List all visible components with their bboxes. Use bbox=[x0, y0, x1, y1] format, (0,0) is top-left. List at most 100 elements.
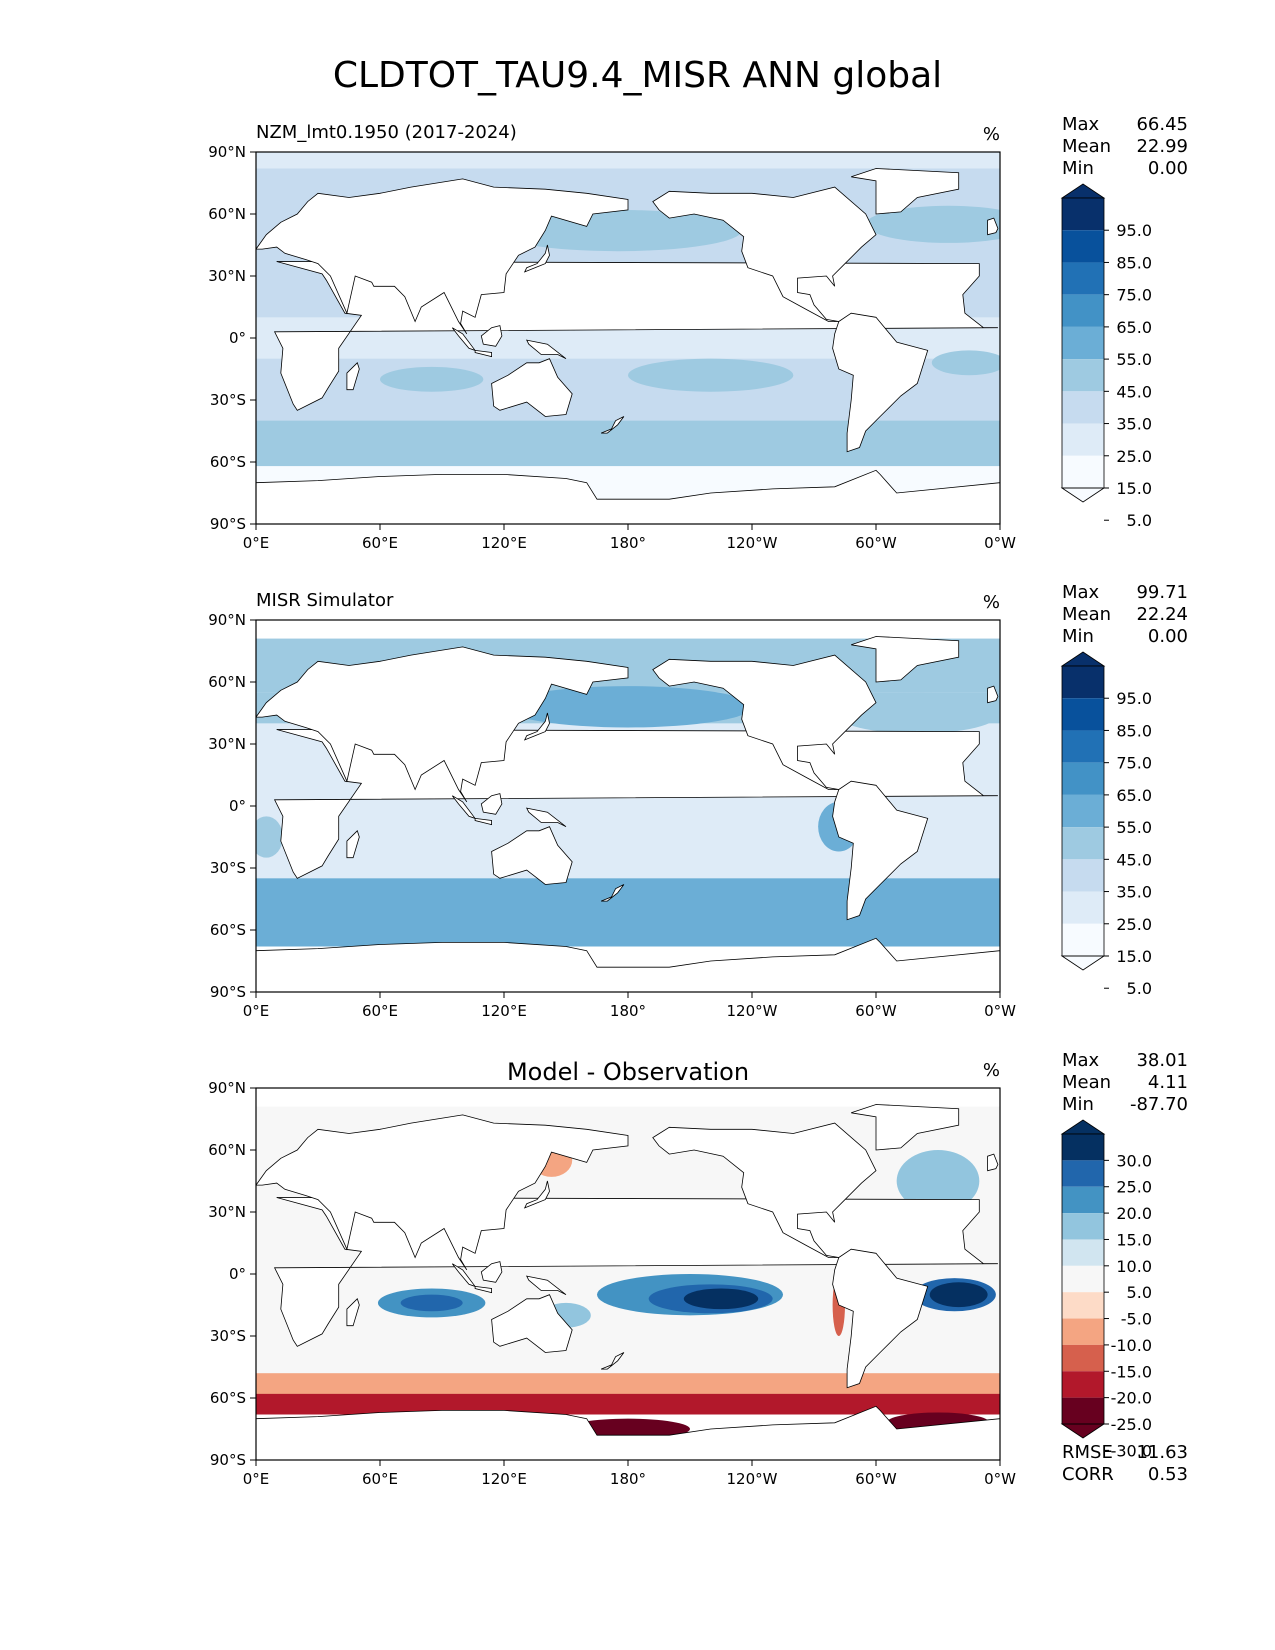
land-madagascar bbox=[346, 1298, 360, 1327]
y-tick-label: 60°S bbox=[210, 921, 246, 939]
field-cell-namibia-stratocu bbox=[256, 816, 283, 858]
colorbar-segment bbox=[1062, 827, 1104, 860]
colorbar-tick-label: -20.0 bbox=[1111, 1389, 1152, 1408]
land-namerica bbox=[652, 654, 877, 790]
y-axis: 90°N 60°N 30°N 0° 30°S 60°S 90°S bbox=[208, 1079, 256, 1469]
field-cell-natl-pos3 bbox=[896, 1150, 980, 1212]
metric-rmse: 11.63 bbox=[1136, 1442, 1188, 1463]
colorbar-tick-label: 75.0 bbox=[1116, 286, 1152, 305]
colorbar-tick-label: -25.0 bbox=[1111, 1415, 1152, 1434]
colorbar-tick-label: 5.0 bbox=[1127, 979, 1152, 998]
colorbar-tick-label: 95.0 bbox=[1116, 689, 1152, 708]
stats-box: Max 38.01 Mean 4.11 Min -87.70 bbox=[1062, 1050, 1188, 1116]
land-newzealand bbox=[600, 1352, 625, 1370]
x-tick-label: 60°W bbox=[855, 534, 897, 552]
land-antarctica bbox=[256, 1405, 1000, 1460]
land-namerica bbox=[652, 186, 877, 322]
colorbar-tick-label: 55.0 bbox=[1116, 350, 1152, 369]
colorbar-tick-label: 65.0 bbox=[1116, 318, 1152, 337]
x-tick-label: 120°W bbox=[727, 1002, 778, 1020]
land-namerica bbox=[652, 1122, 877, 1258]
land-antarctica bbox=[256, 937, 1000, 992]
stat-label-mean: Mean bbox=[1062, 136, 1112, 157]
x-tick-label: 120°W bbox=[727, 534, 778, 552]
colorbar-tick-label: 25.0 bbox=[1116, 1178, 1152, 1197]
panel-model: NZM_lmt0.1950 (2017-2024) % Max 66.45 Mea… bbox=[0, 112, 1275, 572]
stat-max: 99.71 bbox=[1136, 582, 1188, 603]
field-cell-sepacific bbox=[628, 358, 794, 392]
land-australia bbox=[491, 1294, 573, 1353]
field-no-data-north bbox=[256, 620, 1000, 639]
land-newguinea bbox=[525, 339, 567, 360]
stat-min: -87.70 bbox=[1129, 1094, 1188, 1115]
colorbar-tick-label: 85.0 bbox=[1116, 253, 1152, 272]
land-greenland bbox=[851, 636, 960, 683]
stat-mean: 4.11 bbox=[1147, 1072, 1188, 1093]
y-tick-label: 90°S bbox=[210, 515, 246, 533]
colorbar-segment bbox=[1062, 326, 1104, 360]
colorbar-segment bbox=[1062, 1292, 1104, 1319]
x-axis: 0°E 60°E 120°E 180° 120°W 60°W 0°W bbox=[243, 992, 1016, 1020]
x-axis: 0°E 60°E 120°E 180° 120°W 60°W 0°W bbox=[243, 1460, 1016, 1488]
y-tick-label: 30°N bbox=[208, 735, 246, 753]
land-sumatra bbox=[451, 327, 477, 352]
field-band-south-neg2 bbox=[256, 1393, 1000, 1415]
colorbar-segment bbox=[1062, 359, 1104, 392]
colorbar-segment bbox=[1062, 294, 1104, 327]
colorbar-segment bbox=[1062, 391, 1104, 424]
y-tick-label: 90°N bbox=[208, 143, 246, 161]
colorbar-tick-label: -15.0 bbox=[1111, 1362, 1152, 1381]
metric-label-rmse: RMSE bbox=[1062, 1442, 1113, 1463]
land-australia bbox=[491, 358, 573, 417]
x-tick-label: 0°W bbox=[984, 1470, 1016, 1488]
field-cell-sepac-pos3 bbox=[683, 1288, 759, 1310]
y-tick-label: 90°N bbox=[208, 611, 246, 629]
colorbar-tick-label: 20.0 bbox=[1116, 1204, 1152, 1223]
colorbar-segment bbox=[1062, 666, 1104, 699]
colorbar-tick-label: 35.0 bbox=[1116, 415, 1152, 434]
land-sumatra bbox=[451, 1263, 477, 1288]
colorbar: 30.0 25.0 20.0 15.0 10.0 5.0 -5.0 -10.0 -15.0 -20… bbox=[1060, 1119, 1152, 1460]
colorbar-bottom-cap bbox=[1060, 955, 1106, 971]
land-newzealand bbox=[600, 884, 625, 902]
figure-title: CLDTOT_TAU9.4_MISR ANN global bbox=[332, 55, 943, 96]
stat-label-mean: Mean bbox=[1062, 604, 1112, 625]
colorbar-tick-label: 5.0 bbox=[1127, 1283, 1152, 1302]
land-japan bbox=[523, 244, 550, 273]
land-antarctica bbox=[256, 469, 1000, 524]
x-tick-label: 0°E bbox=[243, 1470, 270, 1488]
colorbar-tick-label: 75.0 bbox=[1116, 754, 1152, 773]
colorbar-segment bbox=[1062, 1160, 1104, 1187]
field-band-southern-ocean bbox=[256, 878, 1000, 947]
units-label: % bbox=[982, 592, 1000, 613]
colorbar-tick-label: 45.0 bbox=[1116, 850, 1152, 869]
field-band-arctic bbox=[256, 152, 1000, 169]
field-cell-ross-neg bbox=[566, 1418, 690, 1440]
colorbar-tick-label: 15.0 bbox=[1116, 479, 1152, 498]
colorbar-tick-label: -30.0 bbox=[1111, 1441, 1152, 1460]
y-axis: 90°N 60°N 30°N 0° 30°S 60°S 90°S bbox=[208, 143, 256, 533]
x-tick-label: 0°E bbox=[243, 1002, 270, 1020]
x-tick-label: 180° bbox=[610, 534, 646, 552]
stat-min: 0.00 bbox=[1147, 626, 1188, 647]
stat-min: 0.00 bbox=[1147, 158, 1188, 179]
colorbar-tick-label: 55.0 bbox=[1116, 818, 1152, 837]
field-cell-npacific bbox=[504, 686, 752, 728]
land-borneo bbox=[480, 325, 503, 347]
stat-mean: 22.24 bbox=[1136, 604, 1188, 625]
colorbar-tick-label: 85.0 bbox=[1116, 721, 1152, 740]
field-cell-npacific bbox=[493, 209, 742, 252]
y-tick-label: 0° bbox=[229, 797, 246, 815]
land-eurasia bbox=[256, 646, 629, 803]
field-no-data-north bbox=[256, 1088, 1000, 1107]
x-tick-label: 180° bbox=[610, 1470, 646, 1488]
panel-difference: Model - Observation % Max 38.01 Mean 4.11 … bbox=[0, 1048, 1275, 1508]
metrics-box: RMSE 11.63 CORR 0.53 bbox=[1062, 1442, 1188, 1486]
colorbar-segment bbox=[1062, 891, 1104, 924]
colorbar-segment bbox=[1062, 923, 1104, 956]
panel-title: NZM_lmt0.1950 (2017-2024) bbox=[256, 122, 517, 143]
stat-max: 38.01 bbox=[1136, 1050, 1188, 1071]
colorbar-top-cap bbox=[1060, 651, 1106, 667]
x-axis: 0°E 60°E 120°E 180° 120°W 60°W 0°W bbox=[243, 524, 1016, 552]
colorbar-tick-label: 35.0 bbox=[1116, 883, 1152, 902]
